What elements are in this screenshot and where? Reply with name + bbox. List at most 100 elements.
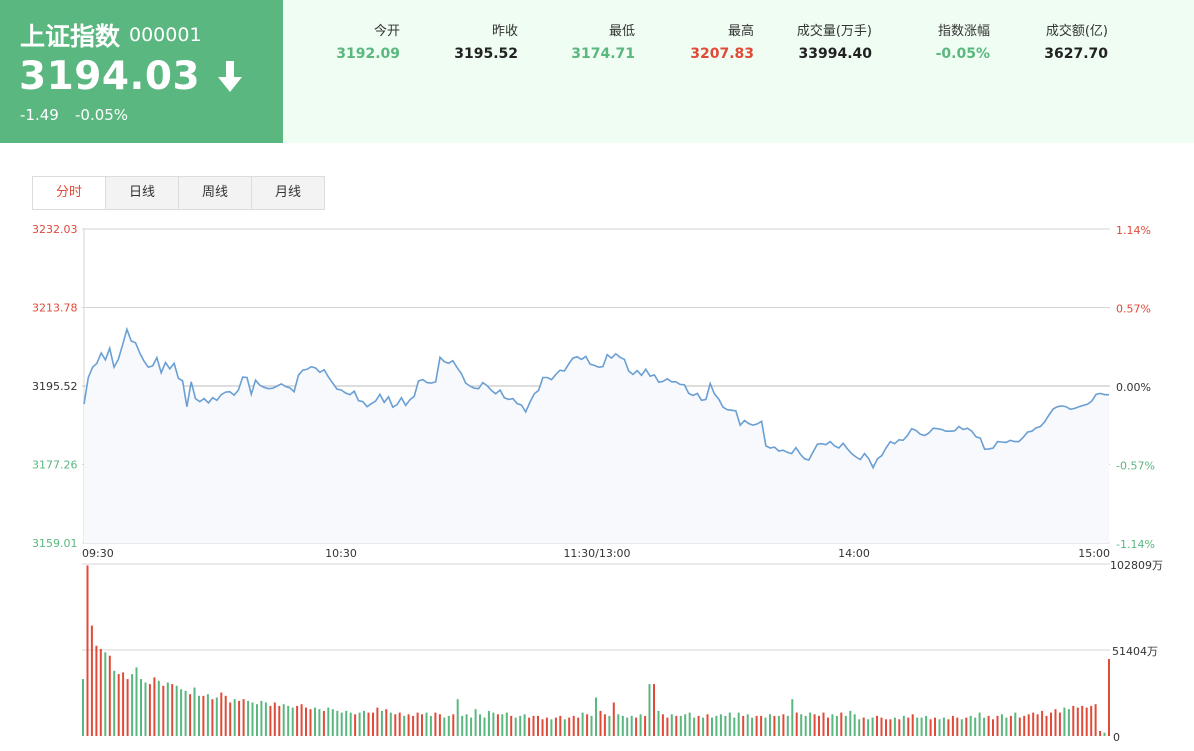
volume-bar [220, 692, 223, 736]
stat-label: 今开 [373, 24, 400, 39]
volume-bar [545, 717, 548, 736]
stat-value: 3192.09 [336, 46, 400, 62]
volume-bar [108, 655, 111, 736]
volume-bar [1108, 659, 1110, 736]
volume-bar [296, 705, 299, 736]
volume-bar [425, 712, 428, 736]
volume-bar [483, 717, 486, 736]
volume-bar [537, 715, 539, 736]
volume-bar [715, 715, 718, 736]
volume-bar [135, 667, 138, 736]
volume-bar [1103, 732, 1106, 736]
volume-bar [153, 677, 156, 736]
volume-axis-label: 51404万 [1112, 645, 1158, 658]
volume-bar [1063, 707, 1066, 736]
volume-bar [331, 709, 334, 736]
volume-bar [813, 714, 816, 736]
volume-bar [380, 710, 383, 736]
volume-bar [853, 714, 856, 736]
stat-label: 指数涨幅 [937, 24, 990, 39]
volume-bar [786, 715, 789, 736]
volume-bar [376, 707, 379, 736]
price-line [83, 326, 1109, 470]
volume-bar [951, 715, 954, 736]
volume-bar [938, 719, 941, 736]
volume-bar [314, 707, 316, 736]
volume-bar [523, 714, 526, 736]
x-axis-label: 14:00 [838, 547, 870, 560]
stat-prev-close: 昨收 3195.52 [448, 22, 518, 66]
index-name: 上证指数 [20, 22, 121, 51]
volume-bar [99, 649, 102, 736]
volume-bar [666, 717, 669, 736]
volume-axis-label: 0 [1113, 731, 1120, 744]
volume-bar [438, 714, 441, 736]
volume-bar [742, 715, 745, 736]
stat-label: 昨收 [491, 24, 518, 39]
volume-bar [434, 712, 437, 736]
volume-bar [206, 694, 209, 736]
y-axis-label-left: 3159.01 [32, 537, 78, 550]
volume-bar [358, 712, 361, 736]
tab-daily[interactable]: 日线 [106, 177, 179, 209]
volume-bar [113, 670, 116, 736]
volume-bar [777, 715, 780, 736]
volume-bar [278, 705, 281, 736]
volume-bar [1054, 709, 1057, 736]
volume-bar [532, 715, 535, 736]
volume-bar [363, 710, 365, 736]
volume-bar [443, 717, 446, 736]
x-axis-label: 10:30 [325, 547, 357, 560]
volume-bar [983, 717, 986, 736]
volume-bar [974, 717, 977, 736]
volume-bar [1041, 710, 1044, 736]
x-axis-label: 15:00 [1078, 547, 1110, 560]
volume-bar [519, 715, 522, 736]
volume-bar [644, 715, 647, 736]
volume-bar [465, 714, 468, 736]
volume-bar [273, 702, 276, 736]
volume-bar [345, 710, 348, 736]
volume-bar [162, 685, 165, 736]
y-axis-label-right: 1.14% [1116, 224, 1151, 237]
volume-bar [840, 712, 843, 736]
stat-value: 3174.71 [571, 46, 635, 62]
volume-bar [385, 709, 388, 736]
volume-bar [510, 715, 513, 736]
volume-bar [264, 702, 267, 736]
volume-bar [661, 714, 664, 736]
volume-bar [929, 719, 932, 736]
tab-weekly[interactable]: 周线 [179, 177, 252, 209]
volume-bar [969, 715, 972, 736]
volume-bar [367, 712, 370, 736]
volume-bar [769, 714, 771, 736]
volume-bar [117, 674, 120, 736]
volume-bar [751, 717, 754, 736]
volume-bar [421, 714, 423, 736]
volume-bar [782, 714, 785, 736]
volume-bar [309, 709, 312, 736]
volume-bar [942, 717, 945, 736]
header-panel: 上证指数 000001 3194.03 -1.49 -0.05% 今开 3192… [0, 0, 1194, 143]
volume-bar [1081, 705, 1084, 736]
volume-bar [724, 715, 727, 736]
tab-intraday[interactable]: 分时 [33, 177, 106, 209]
volume-bar [702, 717, 705, 736]
volume-bar [233, 699, 236, 736]
volume-bar [1018, 717, 1021, 736]
volume-bar [791, 699, 794, 736]
volume-bar [144, 682, 147, 736]
stat-high: 最高 3207.83 [684, 22, 754, 66]
volume-bar [82, 679, 84, 736]
volume-bar [90, 625, 93, 736]
volume-bar [340, 712, 343, 736]
volume-axis-label: 102809万 [1110, 559, 1163, 572]
volume-bar [189, 694, 192, 736]
volume-bar [871, 717, 874, 736]
volume-bar [978, 712, 981, 736]
volume-bar [822, 712, 825, 736]
volume-bar [175, 685, 178, 736]
volume-bar [224, 695, 227, 736]
volume-bar [202, 695, 205, 736]
tab-monthly[interactable]: 月线 [274, 185, 301, 200]
